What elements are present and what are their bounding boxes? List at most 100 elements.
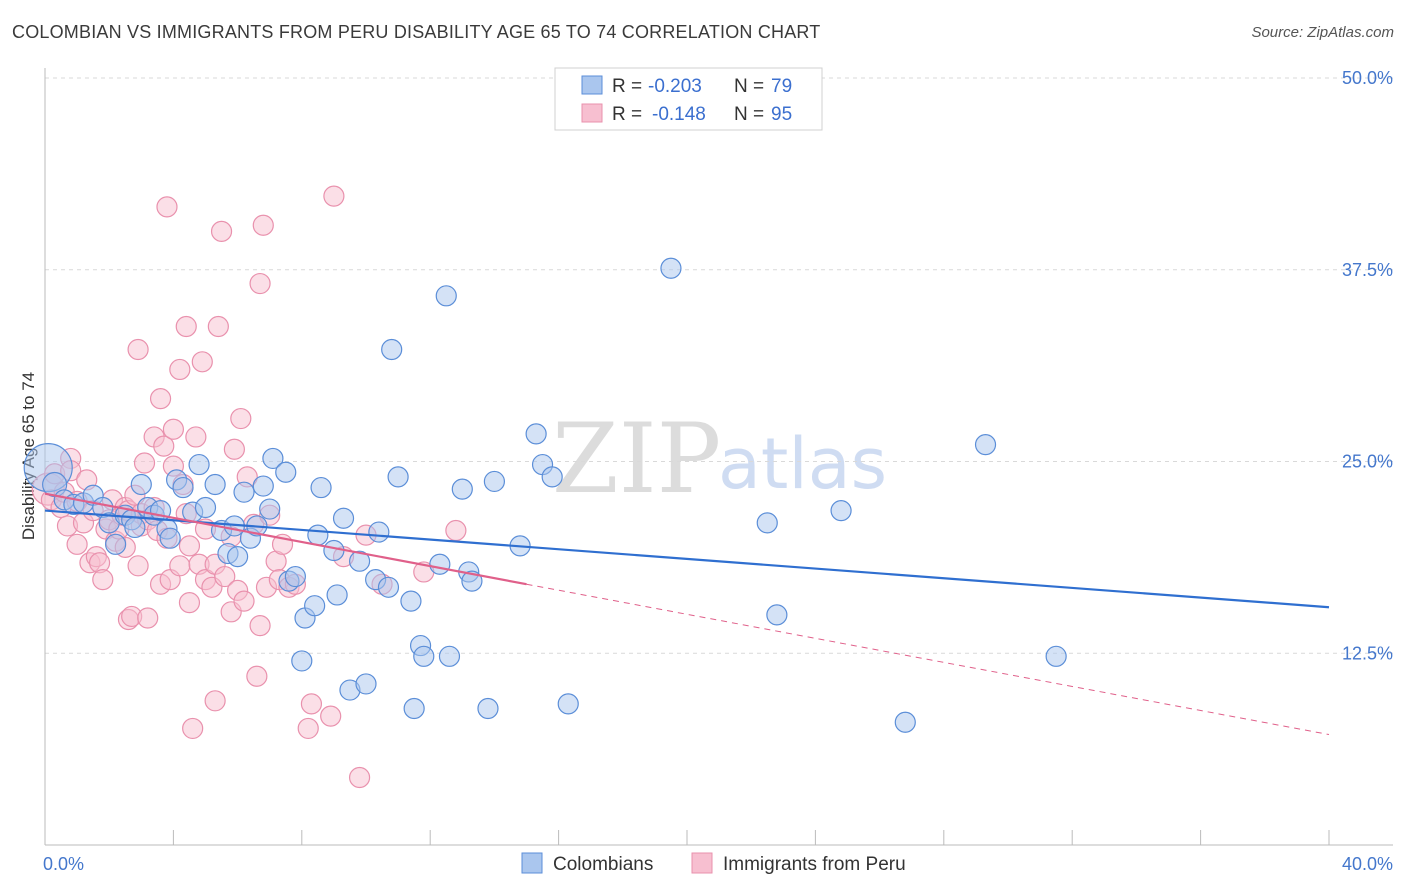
- legend-r-label-2: R =: [612, 104, 642, 125]
- colombian-point: [477, 697, 499, 720]
- trend-lines: [44, 492, 1330, 736]
- peru-point: [246, 665, 268, 687]
- legend-r-label-1: R =: [612, 76, 642, 97]
- colombian-point: [766, 604, 788, 626]
- colombian-points: [23, 257, 1067, 733]
- grid-lines: [45, 77, 1393, 654]
- bottom-legend-swatch-colombians: [521, 852, 543, 874]
- peru-point: [300, 693, 323, 715]
- peru-point: [320, 705, 342, 727]
- correlation-legend: R = -0.203 N = 79 R = -0.148 N = 95: [554, 67, 823, 131]
- peru-point: [178, 535, 201, 557]
- colombian-trend-line: [44, 509, 1330, 609]
- peru-point: [156, 196, 178, 218]
- watermark-atlas: atlas: [718, 423, 887, 505]
- colombian-point: [368, 521, 390, 543]
- peru-point: [169, 555, 191, 577]
- watermark-zip: ZIP: [552, 403, 721, 515]
- colombian-point: [348, 550, 371, 572]
- colombian-point: [1045, 645, 1067, 667]
- peru-point: [178, 592, 201, 614]
- colombian-point: [435, 285, 457, 307]
- colombian-point: [252, 475, 274, 497]
- colombian-point: [830, 499, 852, 522]
- peru-point: [175, 315, 197, 338]
- colombian-point: [381, 338, 403, 361]
- colombian-point: [974, 434, 997, 456]
- peru-point: [92, 569, 114, 591]
- peru-point: [323, 185, 345, 207]
- colombian-point: [275, 461, 297, 483]
- colombian-point: [227, 546, 249, 568]
- x-tick-label-min: 0.0%: [43, 854, 84, 874]
- series-legend: Colombians Immigrants from Peru: [521, 852, 906, 875]
- colombian-point: [438, 645, 461, 667]
- colombian-point: [403, 697, 425, 720]
- colombian-point: [756, 512, 778, 534]
- peru-point: [127, 555, 149, 577]
- bottom-legend-peru: Immigrants from Peru: [723, 854, 906, 875]
- colombian-point: [326, 584, 348, 606]
- colombian-point: [130, 473, 152, 496]
- peru-point: [230, 407, 252, 430]
- legend-n-value-2: 95: [771, 104, 792, 125]
- colombian-point: [461, 570, 483, 592]
- peru-point: [252, 214, 274, 236]
- colombian-point: [387, 466, 409, 488]
- chart-source: Source: ZipAtlas.com: [1251, 24, 1394, 41]
- colombian-point: [525, 423, 547, 445]
- colombian-point: [355, 673, 377, 695]
- colombian-point: [310, 476, 332, 499]
- legend-swatch-peru: [581, 103, 603, 123]
- colombian-point: [124, 516, 146, 539]
- peru-point: [149, 388, 172, 410]
- legend-r-value-1: -0.203: [648, 76, 702, 97]
- chart-title: COLOMBIAN VS IMMIGRANTS FROM PERU DISABI…: [12, 22, 821, 42]
- peru-trend-extension: [526, 583, 1330, 736]
- peru-point: [233, 590, 255, 612]
- peru-point: [445, 519, 467, 542]
- colombian-point: [259, 498, 281, 520]
- peru-point: [182, 717, 204, 740]
- peru-point: [204, 690, 226, 712]
- peru-point: [133, 452, 156, 474]
- colombian-point: [323, 539, 345, 562]
- y-tick-label: 25.0%: [1342, 452, 1393, 472]
- colombian-point: [541, 466, 563, 488]
- colombian-point: [660, 257, 682, 279]
- colombian-point: [400, 590, 422, 612]
- peru-point: [153, 435, 175, 457]
- y-tick-label: 50.0%: [1342, 68, 1393, 88]
- legend-r-value-2: -0.148: [652, 104, 706, 125]
- colombian-point: [172, 476, 194, 499]
- legend-n-label-1: N =: [734, 76, 764, 97]
- colombian-point: [483, 470, 505, 493]
- x-tick-label-max: 40.0%: [1342, 854, 1393, 874]
- colombian-point: [894, 711, 916, 733]
- colombian-point: [557, 693, 579, 715]
- bottom-legend-colombians: Colombians: [553, 854, 653, 875]
- colombian-point: [159, 527, 181, 549]
- colombian-point: [105, 533, 127, 555]
- legend-n-value-1: 79: [771, 76, 792, 97]
- colombian-point: [188, 453, 210, 476]
- peru-point: [249, 272, 271, 295]
- x-ticks: [44, 830, 1330, 845]
- colombian-point: [284, 565, 306, 588]
- peru-point: [348, 766, 371, 789]
- peru-point: [191, 351, 213, 373]
- legend-swatch-colombians: [581, 75, 603, 95]
- colombian-point: [233, 481, 255, 503]
- peru-point: [127, 338, 149, 361]
- legend-n-label-2: N =: [734, 104, 764, 125]
- colombian-point: [204, 473, 226, 496]
- y-tick-label: 12.5%: [1342, 643, 1393, 663]
- bottom-legend-swatch-peru: [691, 852, 713, 874]
- colombian-point: [194, 496, 217, 519]
- peru-point: [207, 315, 229, 338]
- colombian-point: [304, 595, 326, 617]
- y-tick-label: 37.5%: [1342, 260, 1393, 280]
- peru-point: [169, 358, 191, 381]
- peru-point: [214, 565, 236, 588]
- peru-point: [66, 533, 88, 555]
